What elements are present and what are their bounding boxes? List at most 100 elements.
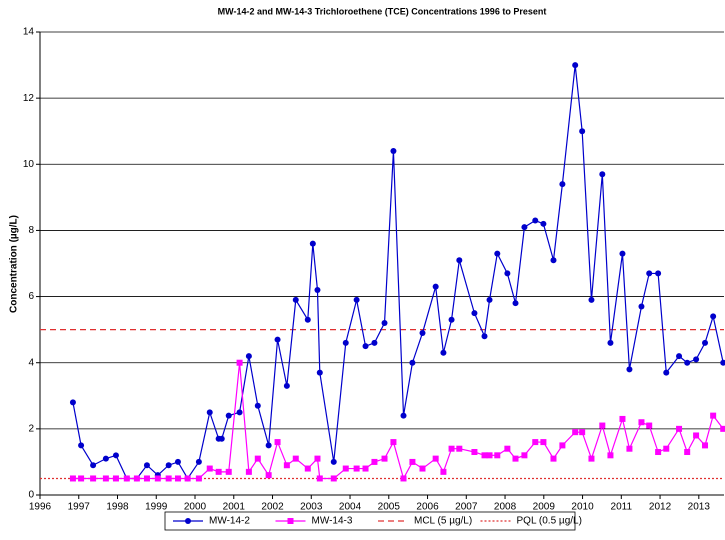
x-tick-label: 1996: [29, 502, 52, 513]
data-point: [456, 445, 463, 452]
data-point: [78, 442, 85, 449]
chart-title: MW-14-2 and MW-14-3 Trichloroethene (TCE…: [218, 6, 547, 16]
data-point: [381, 320, 388, 327]
data-point: [638, 419, 645, 426]
data-point: [663, 369, 670, 376]
x-tick-label: 2007: [455, 502, 478, 513]
data-point: [90, 462, 97, 469]
data-point: [626, 445, 633, 452]
x-tick-label: 2004: [339, 502, 362, 513]
x-tick-label: 2005: [378, 502, 401, 513]
data-point: [532, 217, 539, 224]
data-point: [309, 240, 316, 247]
series-line: [72, 362, 724, 481]
data-point: [330, 458, 337, 465]
data-point: [494, 250, 501, 257]
x-tick-label: 2002: [261, 502, 284, 513]
data-point: [432, 455, 439, 462]
data-point: [316, 369, 323, 376]
data-point: [353, 296, 360, 303]
data-point: [607, 452, 614, 459]
data-point: [225, 468, 232, 475]
data-point: [102, 475, 109, 482]
data-point: [236, 359, 243, 366]
data-point: [448, 445, 455, 452]
data-point: [390, 439, 397, 446]
data-point: [588, 455, 595, 462]
data-point: [112, 452, 119, 459]
x-tick-label: 2012: [649, 502, 672, 513]
data-point: [550, 455, 557, 462]
series-line: [72, 65, 724, 480]
data-point: [143, 475, 150, 482]
data-point: [619, 250, 626, 257]
data-point: [481, 452, 488, 459]
data-point: [693, 356, 700, 363]
data-point: [225, 412, 232, 419]
data-point: [456, 257, 463, 264]
legend-label: MW-14-3: [312, 516, 353, 527]
data-point: [646, 422, 653, 429]
data-point: [133, 475, 140, 482]
data-point: [400, 475, 407, 482]
data-point: [432, 283, 439, 290]
data-point: [283, 462, 290, 469]
data-point: [206, 465, 213, 472]
data-point: [419, 465, 426, 472]
data-point: [512, 455, 519, 462]
data-point: [371, 339, 378, 346]
data-point: [165, 475, 172, 482]
data-point: [655, 270, 662, 277]
data-point: [69, 475, 76, 482]
y-tick-label: 14: [23, 27, 35, 38]
data-point: [504, 445, 511, 452]
data-point: [292, 296, 299, 303]
y-axis-label: Concentration (µg/L): [9, 215, 20, 313]
data-point: [245, 468, 252, 475]
data-point: [684, 359, 691, 366]
data-point: [559, 181, 566, 188]
data-point: [330, 475, 337, 482]
data-point: [720, 425, 725, 432]
data-point: [69, 399, 76, 406]
data-point: [314, 455, 321, 462]
data-point: [215, 468, 222, 475]
data-point: [599, 171, 606, 178]
data-point: [471, 310, 478, 317]
data-point: [143, 462, 150, 469]
legend-marker: [287, 518, 294, 524]
data-point: [486, 296, 493, 303]
data-point: [409, 458, 416, 465]
x-tick-label: 2000: [184, 502, 207, 513]
data-point: [400, 412, 407, 419]
x-tick-label: 1997: [68, 502, 91, 513]
data-point: [154, 475, 161, 482]
x-tick-label: 1998: [106, 502, 129, 513]
data-point: [419, 329, 426, 336]
data-point: [304, 316, 311, 323]
y-tick-label: 6: [28, 291, 34, 302]
data-point: [486, 452, 493, 459]
data-point: [720, 359, 725, 366]
data-point: [195, 458, 202, 465]
data-point: [540, 439, 547, 446]
data-point: [112, 475, 119, 482]
data-point: [174, 475, 181, 482]
data-point: [409, 359, 416, 366]
data-point: [265, 442, 272, 449]
data-point: [702, 442, 709, 449]
y-tick-label: 8: [28, 225, 34, 236]
data-point: [481, 333, 488, 340]
data-point: [655, 449, 662, 456]
data-point: [504, 270, 511, 277]
data-point: [254, 402, 261, 409]
data-point: [532, 439, 539, 446]
data-point: [646, 270, 653, 277]
data-point: [684, 449, 691, 456]
x-tick-label: 2013: [688, 502, 711, 513]
data-point: [702, 339, 709, 346]
data-point: [550, 257, 557, 264]
data-point: [123, 475, 130, 482]
legend-marker: [185, 518, 191, 524]
data-point: [304, 465, 311, 472]
